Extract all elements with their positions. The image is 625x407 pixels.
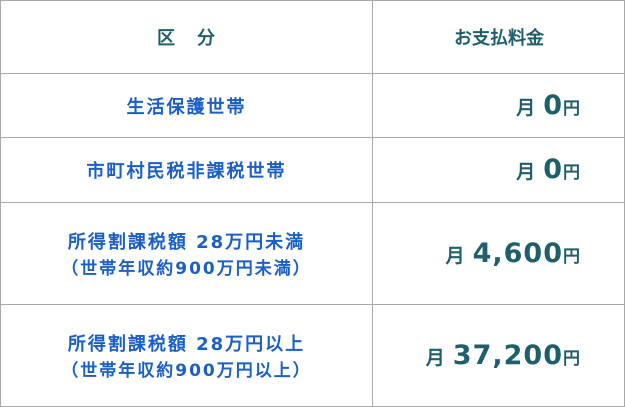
- month-prefix: 月: [516, 97, 536, 120]
- amount: 0: [543, 154, 563, 186]
- yen-unit: 円: [563, 348, 580, 369]
- category-label: 生活保護世帯: [126, 96, 247, 118]
- category-sub: （世帯年収約900万円未満）: [61, 258, 312, 279]
- table-row: 生活保護世帯 月 0円: [0, 72, 625, 139]
- amount: 4,600: [472, 237, 563, 269]
- category-label: 市町村民税非課税世帯: [86, 160, 287, 182]
- amount-cell: 月 0円: [372, 137, 625, 203]
- yen-unit: 円: [563, 163, 580, 184]
- category-cell: 生活保護世帯: [0, 72, 373, 139]
- category-label: 所得割課税額 28万円未満: [67, 231, 306, 253]
- amount: 0: [543, 90, 563, 122]
- category-cell: 所得割課税額 28万円未満 （世帯年収約900万円未満）: [0, 201, 373, 305]
- amount-cell: 月 4,600円: [372, 201, 625, 305]
- category-cell: 所得割課税額 28万円以上 （世帯年収約900万円以上）: [0, 303, 373, 407]
- amount-cell: 月 0円: [372, 72, 625, 139]
- yen-unit: 円: [563, 99, 580, 120]
- category-sub: （世帯年収約900万円以上）: [61, 360, 312, 381]
- table-row: 所得割課税額 28万円以上 （世帯年収約900万円以上） 月 37,200円: [0, 303, 625, 407]
- header-row: 区 分 お支払料金: [0, 0, 625, 74]
- month-prefix: 月: [425, 346, 445, 369]
- header-category: 区 分: [0, 0, 373, 74]
- amount-cell: 月 37,200円: [372, 303, 625, 407]
- yen-unit: 円: [563, 246, 580, 267]
- header-payment: お支払料金: [372, 0, 625, 74]
- month-prefix: 月: [516, 161, 536, 184]
- table-row: 所得割課税額 28万円未満 （世帯年収約900万円未満） 月 4,600円: [0, 201, 625, 305]
- category-label: 所得割課税額 28万円以上: [67, 333, 306, 355]
- table-row: 市町村民税非課税世帯 月 0円: [0, 137, 625, 203]
- month-prefix: 月: [445, 244, 465, 267]
- category-cell: 市町村民税非課税世帯: [0, 137, 373, 203]
- amount: 37,200: [452, 339, 563, 371]
